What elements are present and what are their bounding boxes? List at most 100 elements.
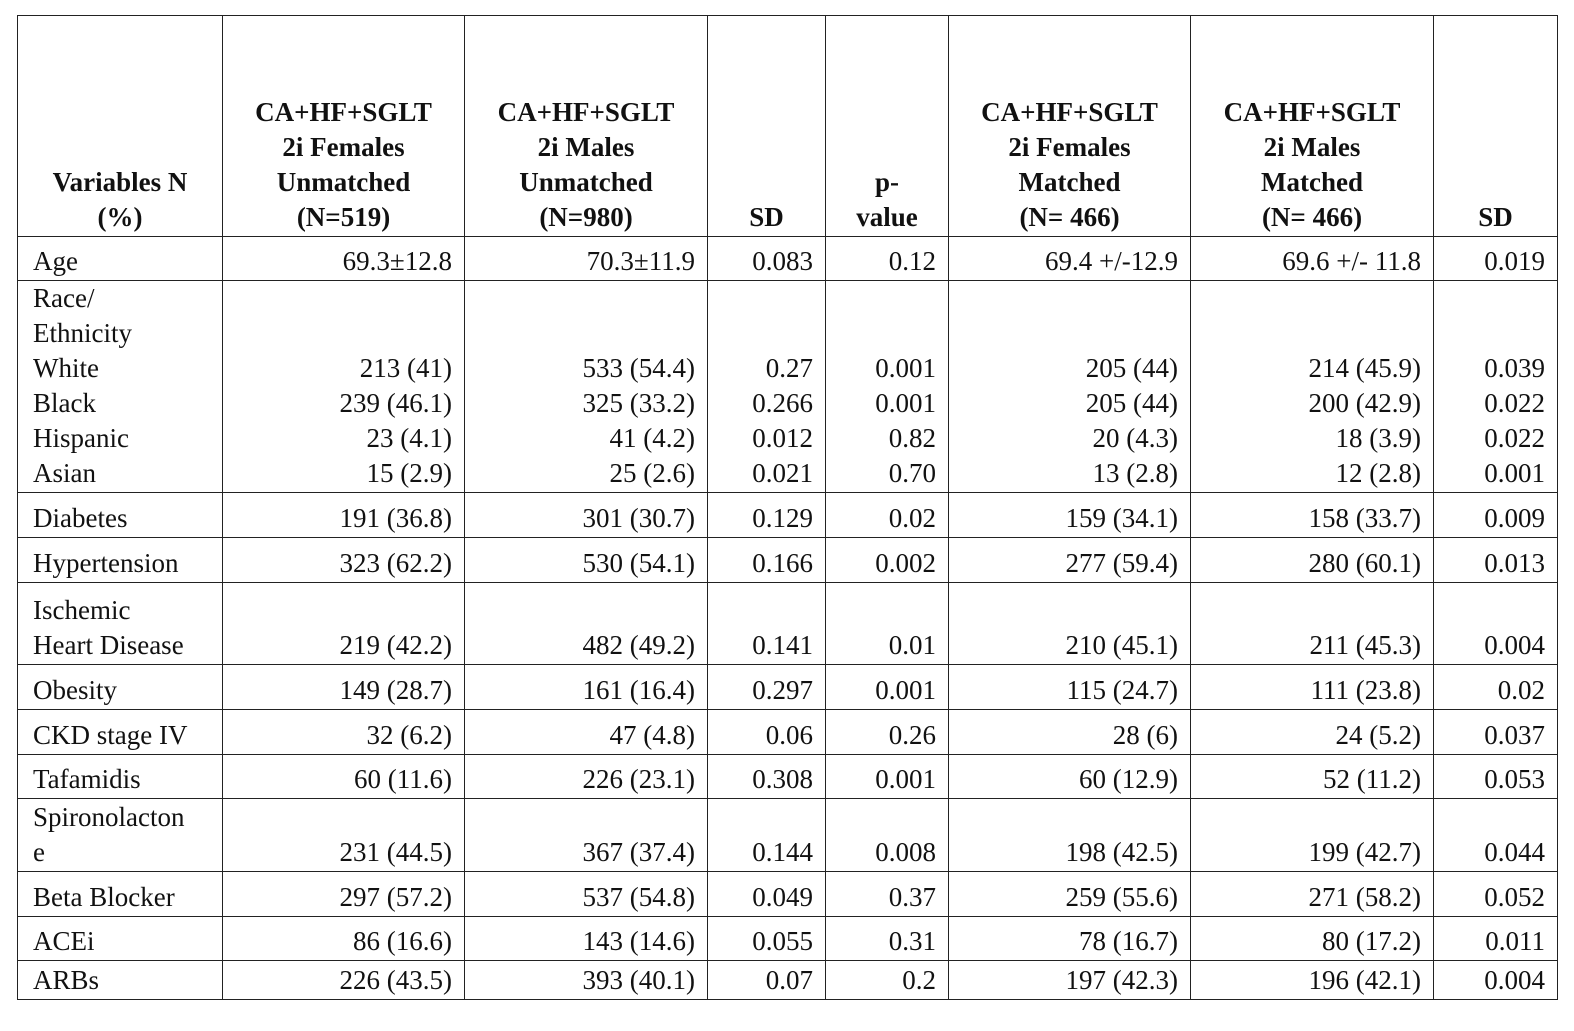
cell-line: Race/ bbox=[33, 283, 95, 313]
row-label: Obesity bbox=[17, 664, 223, 710]
header-cell: Variables N (%) bbox=[17, 15, 223, 237]
header-cell: CA+HF+SGLT 2i Females Unmatched (N=519) bbox=[222, 15, 465, 237]
cell-line: 0.308 bbox=[752, 764, 813, 794]
cell-line: 161 (16.4) bbox=[582, 675, 695, 705]
data-cell: 0.053 bbox=[1433, 754, 1558, 799]
table-row: Race/Ethnicity White Black Hispanic Asian 213… bbox=[17, 280, 1558, 493]
cell-line: ARBs bbox=[33, 965, 100, 995]
cell-line: 60 (12.9) bbox=[1079, 764, 1178, 794]
cell-line: Matched bbox=[1261, 167, 1363, 197]
cell-line: 259 (55.6) bbox=[1065, 882, 1178, 912]
cell-line: 25 (2.6) bbox=[609, 458, 695, 488]
data-cell: 301 (30.7) bbox=[464, 492, 708, 538]
data-cell: 69.3±12.8 bbox=[222, 236, 465, 281]
data-cell: 159 (34.1) bbox=[948, 492, 1191, 538]
data-cell: 530 (54.1) bbox=[464, 537, 708, 583]
data-cell: 80 (17.2) bbox=[1190, 916, 1434, 961]
cell-line: 32 (6.2) bbox=[366, 720, 452, 750]
row-label: ARBs bbox=[17, 960, 223, 1000]
cell-line: 0.26 bbox=[888, 720, 936, 750]
cell-line: White bbox=[33, 353, 99, 383]
cell-line: 0.144 bbox=[752, 837, 813, 867]
data-cell: 226 (43.5) bbox=[222, 960, 465, 1000]
cell-line: Hispanic bbox=[33, 423, 129, 453]
data-table: Variables N (%) CA+HF+SGLT 2i Females Unmatc… bbox=[17, 15, 1558, 1000]
cell-line: 18 (3.9) bbox=[1335, 423, 1421, 453]
data-cell: 259 (55.6) bbox=[948, 871, 1191, 917]
table-row: Diabetes 191 (36.8) 301 (30.7) 0.129 0.02 159… bbox=[17, 492, 1558, 538]
table-row: Ischemic Heart Disease 219 (42.2) 482 (49.2… bbox=[17, 582, 1558, 665]
cell-line: 20 (4.3) bbox=[1092, 423, 1178, 453]
cell-line: 60 (11.6) bbox=[354, 764, 452, 794]
cell-line: 70.3±11.9 bbox=[586, 246, 695, 276]
cell-line: 12 (2.8) bbox=[1335, 458, 1421, 488]
cell-line: 0.2 bbox=[902, 965, 936, 995]
cell-line: 78 (16.7) bbox=[1079, 926, 1178, 956]
cell-line: 0.044 bbox=[1484, 837, 1545, 867]
data-cell: 0.002 bbox=[825, 537, 949, 583]
data-cell: 271 (58.2) bbox=[1190, 871, 1434, 917]
data-cell: 52 (11.2) bbox=[1190, 754, 1434, 799]
cell-line: 0.01 bbox=[888, 630, 936, 660]
cell-line: Unmatched bbox=[519, 167, 653, 197]
cell-line: 13 (2.8) bbox=[1092, 458, 1178, 488]
cell-line: Diabetes bbox=[33, 503, 128, 533]
cell-line: 0.12 bbox=[888, 246, 936, 276]
cell-line: 69.6 +/- 11.8 bbox=[1282, 246, 1421, 276]
row-label: Ischemic Heart Disease bbox=[17, 582, 223, 665]
header-cell: SD bbox=[707, 15, 826, 237]
data-cell: 210 (45.1) bbox=[948, 582, 1191, 665]
row-label: Beta Blocker bbox=[17, 871, 223, 917]
data-cell: 0.001 bbox=[825, 664, 949, 710]
cell-line: Heart Disease bbox=[33, 630, 184, 660]
cell-line: 210 (45.1) bbox=[1065, 630, 1178, 660]
data-cell: 297 (57.2) bbox=[222, 871, 465, 917]
cell-line: 211 (45.3) bbox=[1309, 630, 1421, 660]
cell-line: Ischemic bbox=[33, 595, 131, 625]
cell-line: 0.052 bbox=[1484, 882, 1545, 912]
data-cell: 0.009 bbox=[1433, 492, 1558, 538]
cell-line: Unmatched bbox=[276, 167, 411, 197]
data-cell: 0.055 bbox=[707, 916, 826, 961]
cell-line: 143 (14.6) bbox=[582, 926, 695, 956]
data-cell: 69.6 +/- 11.8 bbox=[1190, 236, 1434, 281]
cell-line: 0.06 bbox=[765, 720, 813, 750]
data-cell: 0.166 bbox=[707, 537, 826, 583]
cell-line: 2i Females bbox=[282, 132, 405, 162]
cell-line: 271 (58.2) bbox=[1308, 882, 1421, 912]
cell-line: CKD stage IV bbox=[33, 720, 188, 750]
data-cell: 0.039 0.022 0.022 0.001 bbox=[1433, 280, 1558, 493]
data-cell: 0.049 bbox=[707, 871, 826, 917]
data-cell: 0.008 bbox=[825, 798, 949, 872]
table-row: Tafamidis 60 (11.6) 226 (23.1) 0.308 0.001 60… bbox=[17, 754, 1558, 799]
cell-line: 0.001 bbox=[875, 353, 936, 383]
cell-line: (N= 466) bbox=[1261, 202, 1363, 232]
data-cell: 0.26 bbox=[825, 709, 949, 755]
data-cell: 0.31 bbox=[825, 916, 949, 961]
data-cell: 323 (62.2) bbox=[222, 537, 465, 583]
header-row: Variables N (%) CA+HF+SGLT 2i Females Unmatc… bbox=[17, 15, 1558, 237]
cell-line: 28 (6) bbox=[1112, 720, 1178, 750]
cell-line: 0.31 bbox=[888, 926, 936, 956]
data-cell: 0.001 0.001 0.82 0.70 bbox=[825, 280, 949, 493]
data-cell: 32 (6.2) bbox=[222, 709, 465, 755]
cell-line: CA+HF+SGLT bbox=[981, 97, 1158, 127]
cell-line: 69.4 +/-12.9 bbox=[1045, 246, 1178, 276]
cell-line: 80 (17.2) bbox=[1322, 926, 1421, 956]
cell-line: 0.07 bbox=[765, 965, 813, 995]
cell-line: Obesity bbox=[33, 675, 117, 705]
cell-line: 159 (34.1) bbox=[1065, 503, 1178, 533]
cell-line: 0.266 bbox=[752, 388, 813, 418]
data-cell: 231 (44.5) bbox=[222, 798, 465, 872]
data-cell: 0.141 bbox=[707, 582, 826, 665]
cell-line: 0.141 bbox=[752, 630, 813, 660]
cell-line: 198 (42.5) bbox=[1065, 837, 1178, 867]
data-cell: 0.004 bbox=[1433, 582, 1558, 665]
cell-line: 196 (42.1) bbox=[1308, 965, 1421, 995]
cell-line: 367 (37.4) bbox=[582, 837, 695, 867]
data-cell: 0.12 bbox=[825, 236, 949, 281]
cell-line: 0.055 bbox=[752, 926, 813, 956]
cell-line: 41 (4.2) bbox=[609, 423, 695, 453]
data-cell: 47 (4.8) bbox=[464, 709, 708, 755]
